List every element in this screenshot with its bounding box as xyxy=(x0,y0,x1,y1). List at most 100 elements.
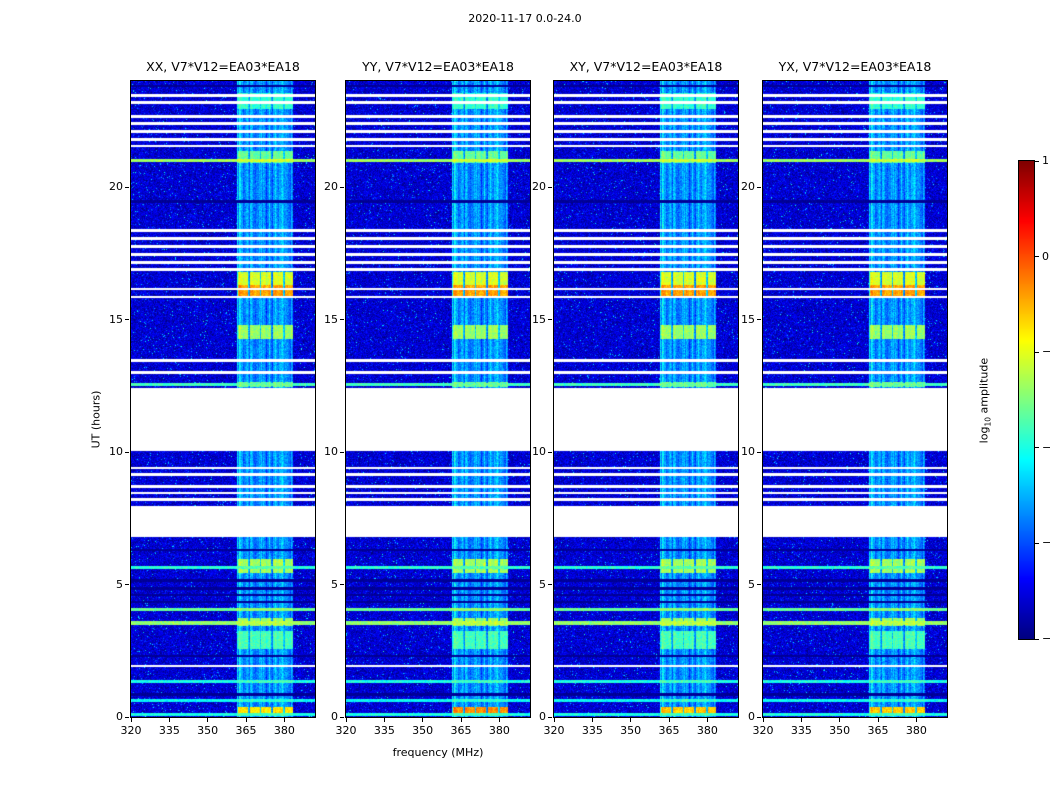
y-tick xyxy=(340,451,344,453)
panel-title: XX, V7*V12=EA03*EA18 xyxy=(146,59,300,74)
y-tick-label: 10 xyxy=(324,445,338,458)
y-tick xyxy=(340,716,344,718)
y-tick-label: 5 xyxy=(331,577,338,591)
x-tick-label: 350 xyxy=(412,724,434,737)
y-tick-label: 20 xyxy=(532,180,546,193)
x-tick-label: 320 xyxy=(543,724,565,737)
x-tick xyxy=(877,718,879,722)
y-tick xyxy=(757,186,761,188)
colorbar-tick-label: 1 xyxy=(1042,154,1049,167)
x-axis-label: frequency (MHz) xyxy=(392,746,484,759)
y-tick xyxy=(548,319,552,320)
panel-xy: XY, V7*V12=EA03*EA18 320 335 350 365 380 0 5 10… xyxy=(532,59,739,737)
y-tick-label: 0 xyxy=(116,710,123,723)
x-tick-label: 335 xyxy=(158,724,180,737)
x-tick-label: 350 xyxy=(829,724,851,737)
x-tick-label: 350 xyxy=(620,724,642,737)
y-tick xyxy=(125,186,129,188)
x-tick xyxy=(207,718,209,722)
x-tick-label: 350 xyxy=(197,724,219,737)
x-tick xyxy=(345,718,347,722)
y-tick-label: 15 xyxy=(109,312,123,326)
y-tick xyxy=(548,451,552,453)
colorbar-tick xyxy=(1035,351,1039,353)
x-tick-label: 320 xyxy=(120,724,142,737)
y-tick xyxy=(757,584,761,585)
panel-yy: YY, V7*V12=EA03*EA18 320 335 350 365 380 0 5 10… xyxy=(324,59,531,737)
y-tick xyxy=(125,716,129,718)
y-tick xyxy=(757,716,761,718)
colorbar-tick-label: −4 xyxy=(1042,632,1050,645)
x-tick xyxy=(915,718,917,722)
spectrogram-canvas xyxy=(131,81,315,717)
colorbar-tick-label: −1 xyxy=(1042,345,1050,359)
y-tick-label: 0 xyxy=(331,710,338,723)
y-tick xyxy=(757,319,761,320)
x-tick-label: 320 xyxy=(335,724,357,737)
x-tick xyxy=(422,718,424,722)
y-tick xyxy=(125,319,129,320)
x-tick xyxy=(168,718,170,722)
figure-title: 2020-11-17 0.0-24.0 xyxy=(468,12,582,25)
x-tick-label: 365 xyxy=(450,724,472,737)
y-tick xyxy=(340,186,344,188)
x-tick xyxy=(283,718,285,722)
y-tick-label: 20 xyxy=(324,180,338,193)
x-tick-label: 365 xyxy=(235,724,257,737)
y-tick xyxy=(125,584,129,585)
y-tick-label: 5 xyxy=(116,577,123,591)
x-tick-label: 335 xyxy=(581,724,603,737)
y-tick xyxy=(757,451,761,453)
x-tick-label: 380 xyxy=(273,724,295,737)
y-tick-label: 15 xyxy=(741,312,755,326)
colorbar-label-suffix: amplitude xyxy=(977,357,991,417)
x-tick xyxy=(460,718,462,722)
y-tick-label: 5 xyxy=(539,577,546,591)
x-tick-label: 335 xyxy=(373,724,395,737)
colorbar-canvas xyxy=(1019,161,1034,639)
y-tick-label: 0 xyxy=(539,710,546,723)
panel-xx: XX, V7*V12=EA03*EA18 320 335 350 365 380 0 5 10… xyxy=(109,59,316,737)
y-tick-label: 0 xyxy=(748,710,755,723)
panel-title: XY, V7*V12=EA03*EA18 xyxy=(569,59,723,74)
x-tick xyxy=(668,718,670,722)
x-tick xyxy=(800,718,802,722)
x-tick xyxy=(130,718,132,722)
y-tick xyxy=(548,186,552,188)
spectrogram-canvas xyxy=(763,81,947,717)
y-tick-label: 10 xyxy=(741,445,755,458)
y-tick xyxy=(548,584,552,585)
colorbar-tick-label: −3 xyxy=(1042,536,1050,550)
y-axis-label: UT (hours) xyxy=(89,390,103,449)
spectrogram-canvas xyxy=(554,81,738,717)
y-tick-label: 20 xyxy=(741,180,755,193)
x-tick xyxy=(591,718,593,722)
panel-title: YY, V7*V12=EA03*EA18 xyxy=(362,59,514,74)
colorbar-tick xyxy=(1035,638,1039,640)
x-tick-label: 320 xyxy=(752,724,774,737)
x-tick xyxy=(839,718,841,722)
y-tick-label: 20 xyxy=(109,180,123,193)
y-tick-label: 5 xyxy=(748,577,755,591)
colorbar: 1 0 −1 −2 −3 −4 xyxy=(1018,154,1050,645)
x-tick-label: 380 xyxy=(905,724,927,737)
x-tick-label: 335 xyxy=(790,724,812,737)
x-tick-label: 365 xyxy=(867,724,889,737)
colorbar-tick xyxy=(1035,542,1039,544)
colorbar-label-sub: 10 xyxy=(983,416,993,427)
panel-title: YX, V7*V12=EA03*EA18 xyxy=(778,59,932,74)
colorbar-label-prefix: log xyxy=(977,426,991,444)
x-tick-label: 380 xyxy=(696,724,718,737)
x-tick xyxy=(553,718,555,722)
y-tick-label: 15 xyxy=(324,312,338,326)
x-tick xyxy=(383,718,385,722)
x-tick xyxy=(630,718,632,722)
x-tick xyxy=(498,718,500,722)
spectrogram-canvas xyxy=(346,81,530,717)
colorbar-tick-label: 0 xyxy=(1042,249,1049,263)
y-tick xyxy=(340,584,344,585)
y-tick xyxy=(548,716,552,718)
x-tick xyxy=(706,718,708,722)
y-tick-label: 10 xyxy=(109,445,123,458)
